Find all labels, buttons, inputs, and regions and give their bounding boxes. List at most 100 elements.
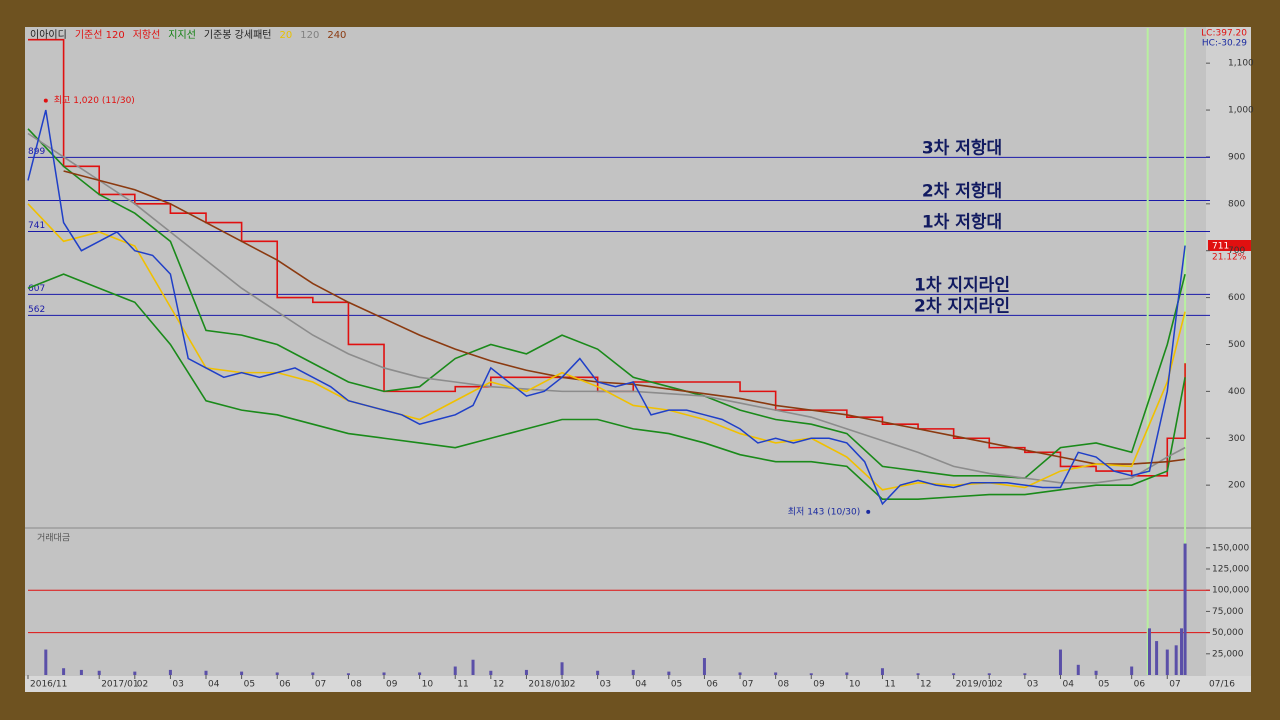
- volume-bar: [62, 668, 66, 675]
- x-tick-label: 05: [244, 680, 255, 690]
- x-tick-label: 10: [849, 680, 861, 690]
- indicator-line: [27, 203, 1186, 491]
- x-axis-bg: [25, 676, 1251, 692]
- level-label: 3차 저항대: [922, 137, 1002, 158]
- x-tick-label: 11: [884, 680, 895, 690]
- x-tick-label: 02: [137, 680, 148, 690]
- x-tick-label: 05: [1098, 680, 1109, 690]
- x-tick-label: 02: [564, 680, 575, 690]
- x-tick-label: 12: [920, 680, 931, 690]
- x-tick-label: 06: [279, 680, 291, 690]
- x-tick-label: 11: [457, 680, 468, 690]
- y-tick-label: 500: [1228, 340, 1245, 350]
- x-tick-label: 09: [813, 680, 825, 690]
- indicator-line: [27, 128, 1186, 479]
- volume-bar: [79, 669, 83, 675]
- x-tick-label: 08: [778, 680, 790, 690]
- volume-tick-label: 25,000: [1212, 649, 1244, 659]
- volume-bar: [916, 673, 920, 675]
- volume-bar: [133, 671, 137, 675]
- volume-bar: [596, 670, 600, 675]
- volume-bar: [1165, 649, 1169, 675]
- price-line: [27, 109, 1186, 506]
- x-tick-label: 04: [1062, 680, 1074, 690]
- volume-bar: [1155, 641, 1159, 675]
- volume-bar: [275, 672, 279, 675]
- volume-bar: [845, 672, 849, 675]
- legend-item: 기준선 120: [75, 29, 125, 41]
- x-tick-label: 06: [1134, 680, 1146, 690]
- volume-tick-label: 100,000: [1212, 586, 1249, 596]
- volume-bar: [1180, 628, 1184, 675]
- volume-bar: [1130, 666, 1134, 675]
- level-value: 607: [28, 284, 45, 294]
- volume-bar: [560, 662, 564, 675]
- volume-bar: [702, 658, 706, 675]
- last-price-box: [1208, 240, 1251, 251]
- volume-bar: [382, 672, 386, 675]
- volume-bar: [240, 671, 244, 675]
- volume-bar: [524, 669, 528, 675]
- y-tick-label: 600: [1228, 293, 1245, 303]
- volume-tick-label: 125,000: [1212, 565, 1249, 575]
- y-tick-label: 1,000: [1228, 106, 1254, 116]
- x-end-label: 07/16: [1209, 680, 1235, 690]
- y-tick-label: 900: [1228, 152, 1245, 162]
- volume-bar: [1147, 628, 1151, 675]
- change: 21.12%: [1212, 253, 1247, 263]
- x-tick-label: 2017/01: [101, 680, 138, 690]
- y-tick-label: 300: [1228, 434, 1245, 444]
- volume-bar: [471, 659, 475, 675]
- level-value: 741: [28, 221, 45, 231]
- legend-item: 기준봉 강세패턴: [204, 29, 272, 41]
- volume-bar: [44, 649, 48, 675]
- volume-bar: [1076, 664, 1080, 675]
- x-tick-label: 03: [600, 680, 611, 690]
- x-tick-label: 2016/11: [30, 680, 67, 690]
- x-tick-label: 10: [422, 680, 434, 690]
- level-label: 2차 지지라인: [914, 296, 1010, 316]
- last-price: 711: [1212, 242, 1229, 252]
- x-tick-label: 04: [208, 680, 220, 690]
- x-tick-label: 06: [706, 680, 718, 690]
- level-label: 2차 저항대: [922, 181, 1002, 202]
- volume-bar: [418, 672, 422, 675]
- y-tick-label: 1,100: [1228, 59, 1254, 69]
- x-tick-label: 04: [635, 680, 647, 690]
- y-tick-label: 800: [1228, 199, 1245, 209]
- x-tick-label: 07: [315, 680, 326, 690]
- hc-label: HC:-30.29: [1202, 39, 1247, 49]
- volume-bar: [489, 670, 493, 675]
- indicator-line: [27, 132, 1186, 484]
- annotation-point: [866, 509, 871, 514]
- volume-bar: [168, 669, 172, 675]
- volume-bar: [1023, 673, 1027, 675]
- volume-bar: [346, 673, 350, 675]
- legend-item: 이아이디: [30, 29, 67, 41]
- x-tick-label: 03: [1027, 680, 1038, 690]
- volume-tick-label: 75,000: [1212, 607, 1244, 617]
- volume-bar: [97, 670, 101, 675]
- x-tick-label: 07: [1169, 680, 1180, 690]
- legend-item: 지지선: [168, 29, 196, 41]
- annotation: 최저 143 (10/30): [788, 506, 860, 517]
- volume-bar: [667, 671, 671, 675]
- level-label: 1차 지지라인: [914, 275, 1010, 295]
- y-tick-label: 700: [1228, 246, 1245, 256]
- volume-bar: [952, 673, 956, 675]
- x-tick-label: 05: [671, 680, 682, 690]
- annotation-point: [43, 98, 48, 103]
- legend-item: 120: [300, 30, 319, 41]
- y-tick-label: 200: [1228, 481, 1245, 491]
- volume-bar: [204, 670, 208, 675]
- x-tick-label: 02: [991, 680, 1002, 690]
- volume-bar: [809, 673, 813, 675]
- x-tick-label: 08: [350, 680, 362, 690]
- panel: [25, 27, 1251, 692]
- right-axis-bg: [1206, 27, 1251, 677]
- legend-item: 20: [280, 30, 293, 41]
- lc-label: LC:397.20: [1201, 29, 1247, 39]
- x-tick-label: 2018/01: [528, 680, 565, 690]
- volume-bar: [1094, 670, 1098, 675]
